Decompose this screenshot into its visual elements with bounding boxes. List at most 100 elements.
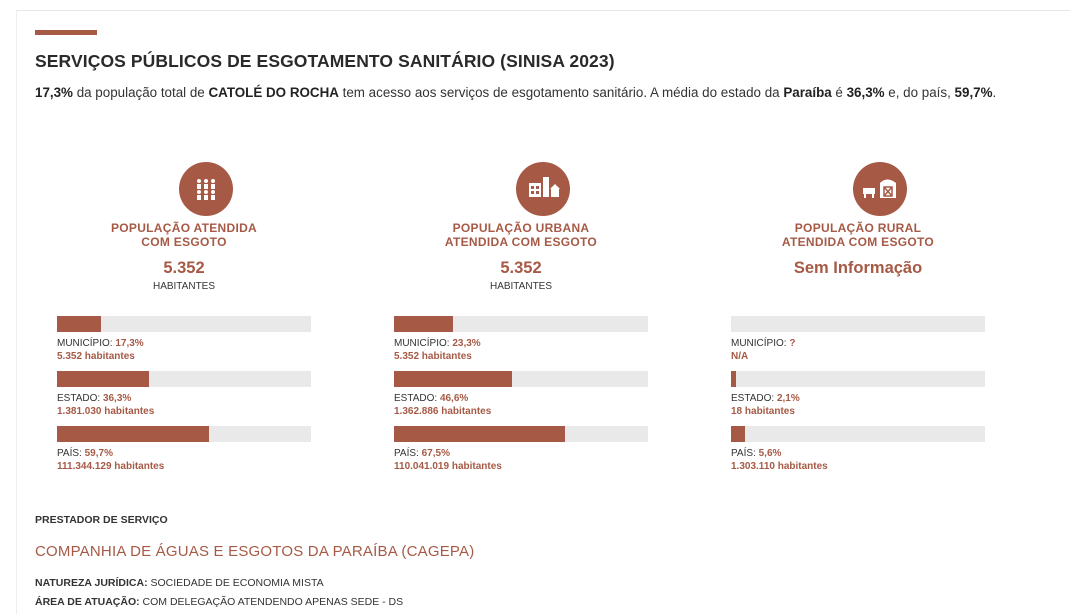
amount: 5.352 (500, 259, 542, 277)
unit: HABITANTES (152, 281, 216, 292)
bar-track (394, 426, 648, 442)
habitants: 1.362.886 habitantes (394, 406, 492, 417)
row-value: 59,7% (84, 448, 113, 459)
provider-label: PRESTADOR DE SERVIÇO (35, 514, 168, 526)
provider-info: ÁREA DE ATUAÇÃO: COM DELEGAÇÃO ATENDENDO… (35, 596, 403, 608)
bar-track (394, 316, 648, 332)
column: POPULAÇÃO URBANA ATENDIDA COM ESGOTO 5.352… (371, 221, 671, 292)
intro-text: 17,3% (35, 85, 73, 100)
bar-track (57, 426, 311, 442)
bar-label: PAÍS: 67,5% (394, 448, 648, 460)
row-value: ? (789, 338, 796, 349)
bar-label: ESTADO: 46,6% (394, 393, 648, 405)
bar-row: MUNICÍPIO: 17,3% 5.352 habitantes (57, 316, 311, 363)
amount: Sem Informação (793, 259, 923, 277)
column-heading: POPULAÇÃO RURAL ATENDIDA COM ESGOTO (708, 221, 1008, 249)
bar-fill (394, 371, 513, 387)
heading-line: POPULAÇÃO URBANA (452, 221, 590, 235)
row-label: ESTADO: (394, 393, 438, 404)
intro-text: 36,3% (846, 85, 885, 100)
bar-fill (394, 426, 566, 442)
row-label: PAÍS: (731, 448, 756, 459)
bar-label: ESTADO: 36,3% (57, 393, 311, 405)
bar-fill (731, 371, 737, 387)
bar-row: MUNICÍPIO: 23,3% 5.352 habitantes (394, 316, 648, 363)
habitants: 5.352 habitantes (394, 351, 472, 362)
heading-line: POPULAÇÃO RURAL (794, 221, 922, 235)
title: SERVIÇOS PÚBLICOS DE ESGOTAMENTO SANITÁR… (35, 51, 615, 71)
bar-label: PAÍS: 59,7% (57, 448, 311, 460)
intro-text: da população total de (72, 85, 209, 100)
intro-text: CATOLÉ DO ROCHA (208, 85, 339, 100)
bar-track (731, 316, 985, 332)
bar-track (57, 316, 311, 332)
row-label: MUNICÍPIO: (394, 338, 450, 349)
bar-row: MUNICÍPIO: ? N/A (731, 316, 985, 363)
habitants: 5.352 habitantes (57, 351, 135, 362)
icon-city (516, 162, 570, 216)
provider-info: NATUREZA JURÍDICA: SOCIEDADE DE ECONOMIA… (35, 577, 324, 589)
info-value: SOCIEDADE DE ECONOMIA MISTA (150, 577, 324, 589)
column-heading: POPULAÇÃO ATENDIDA COM ESGOTO (34, 221, 334, 249)
intro-text: 59,7% (954, 85, 993, 100)
bar-fill (731, 426, 746, 442)
row-value: 67,5% (421, 448, 450, 459)
provider-name: COMPANHIA DE ÁGUAS E ESGOTOS DA PARAÍBA … (35, 543, 475, 560)
info-label: NATUREZA JURÍDICA: (35, 577, 148, 589)
bar-label: MUNICÍPIO: ? (731, 338, 985, 350)
intro-text: Paraíba (783, 85, 832, 100)
bar-row: ESTADO: 2,1% 18 habitantes (731, 371, 985, 418)
bar-track (731, 426, 985, 442)
bar-row: PAÍS: 67,5% 110.041.019 habitantes (394, 426, 648, 473)
column: POPULAÇÃO ATENDIDA COM ESGOTO 5.352 HABITAN… (34, 221, 334, 292)
habitants: 18 habitantes (731, 406, 795, 417)
bar-label: MUNICÍPIO: 17,3% (57, 338, 311, 350)
info-value: COM DELEGAÇÃO ATENDENDO APENAS SEDE - DS (142, 596, 404, 608)
accent-bar (35, 30, 97, 35)
bar-fill (57, 371, 150, 387)
habitants: 1.303.110 habitantes (731, 461, 828, 472)
intro-text: é (831, 85, 847, 100)
row-value: 5,6% (758, 448, 782, 459)
row-label: PAÍS: (394, 448, 419, 459)
habitants: 1.381.030 habitantes (57, 406, 155, 417)
bar-track (57, 371, 311, 387)
unit: HABITANTES (489, 281, 553, 292)
intro-text: tem acesso aos serviços de esgotamento s… (338, 85, 784, 100)
row-label: ESTADO: (731, 393, 775, 404)
row-label: PAÍS: (57, 448, 82, 459)
amount: 5.352 (163, 259, 205, 277)
column: POPULAÇÃO RURAL ATENDIDA COM ESGOTO Sem In… (708, 221, 1008, 278)
bar-label: MUNICÍPIO: 23,3% (394, 338, 648, 350)
row-value: 17,3% (115, 338, 144, 349)
intro: 17,3% da população total de CATOLÉ DO RO… (35, 84, 1035, 102)
bar-track (731, 371, 985, 387)
habitants: N/A (731, 351, 749, 362)
heading-line: ATENDIDA COM ESGOTO (781, 235, 935, 249)
bar-fill (57, 426, 209, 442)
bar-fill (394, 316, 454, 332)
icon-people (179, 162, 233, 216)
bar-row: ESTADO: 46,6% 1.362.886 habitantes (394, 371, 648, 418)
row-label: MUNICÍPIO: (57, 338, 113, 349)
card: SERVIÇOS PÚBLICOS DE ESGOTAMENTO SANITÁR… (16, 10, 1070, 614)
bar-row: PAÍS: 59,7% 111.344.129 habitantes (57, 426, 311, 473)
intro-text: e, do país, (884, 85, 955, 100)
heading-line: COM ESGOTO (141, 235, 227, 249)
habitants: 111.344.129 habitantes (57, 461, 165, 472)
row-label: MUNICÍPIO: (731, 338, 787, 349)
bar-row: ESTADO: 36,3% 1.381.030 habitantes (57, 371, 311, 418)
intro-text: . (992, 85, 997, 100)
heading-line: POPULAÇÃO ATENDIDA (110, 221, 258, 235)
column-heading: POPULAÇÃO URBANA ATENDIDA COM ESGOTO (371, 221, 671, 249)
row-value: 2,1% (776, 393, 800, 404)
row-value: 36,3% (102, 393, 132, 404)
bar-fill (57, 316, 101, 332)
row-value: 23,3% (452, 338, 481, 349)
icon-farm (853, 162, 907, 216)
row-label: ESTADO: (57, 393, 101, 404)
bar-label: ESTADO: 2,1% (731, 393, 985, 405)
bar-track (394, 371, 648, 387)
heading-line: ATENDIDA COM ESGOTO (444, 235, 598, 249)
row-value: 46,6% (439, 393, 469, 404)
